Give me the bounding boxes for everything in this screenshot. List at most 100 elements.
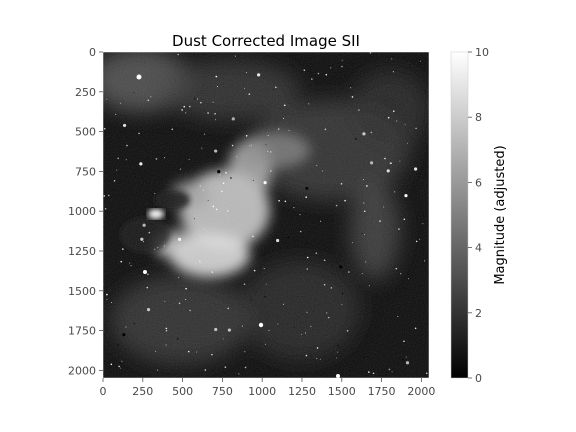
star-point: [234, 55, 236, 57]
star-point: [369, 161, 374, 165]
star-point: [425, 372, 428, 375]
star-point: [245, 134, 248, 137]
star-point: [117, 344, 119, 346]
star-point: [404, 194, 408, 198]
star-point: [283, 104, 286, 107]
y-axis: 0 250 500 750 1000 1250 1500 1750 2000: [68, 46, 103, 377]
star-point: [122, 333, 126, 337]
star-point: [398, 376, 401, 378]
star-point: [163, 245, 165, 247]
x-tick-label: 1750: [368, 385, 396, 398]
star-point: [183, 105, 186, 108]
star-point: [212, 101, 214, 103]
star-point: [362, 132, 366, 136]
star-point: [419, 61, 421, 63]
star-point: [323, 283, 326, 286]
star-point: [217, 170, 221, 174]
bright-star: [143, 270, 147, 274]
star-point: [419, 60, 421, 62]
star-point: [396, 120, 398, 122]
bright-star: [336, 374, 340, 378]
star-point: [265, 144, 267, 146]
star-point: [327, 316, 330, 319]
x-tick-label: 1500: [328, 385, 356, 398]
star-point: [165, 327, 168, 330]
star-point: [330, 287, 333, 289]
star-point: [370, 131, 373, 134]
star-point: [142, 223, 146, 227]
colorbar-tick-label: 4: [475, 242, 482, 255]
chart-title: Dust Corrected Image SII: [172, 32, 360, 50]
star-point: [201, 147, 203, 149]
star-point: [322, 170, 324, 172]
star-point: [106, 299, 108, 301]
star-point: [110, 363, 113, 366]
star-point: [388, 368, 391, 371]
star-point: [243, 283, 246, 286]
star-point: [275, 86, 277, 89]
y-tick-label: 750: [75, 165, 96, 178]
star-point: [405, 356, 407, 358]
star-point: [269, 151, 272, 153]
star-point: [224, 366, 227, 368]
star-point: [337, 351, 339, 353]
star-point: [306, 268, 309, 270]
y-tick-label: 2000: [68, 364, 96, 377]
image-frame: [102, 51, 430, 379]
star-point: [288, 130, 290, 132]
star-point: [230, 177, 232, 179]
star-point: [415, 127, 417, 130]
star-point: [165, 344, 167, 346]
star-point: [341, 65, 343, 68]
star-point: [143, 241, 145, 243]
star-point: [178, 302, 181, 305]
star-point: [402, 359, 404, 361]
star-point: [200, 101, 202, 104]
star-point: [264, 343, 266, 345]
star-point: [165, 329, 168, 332]
star-point: [222, 182, 225, 185]
star-point: [355, 138, 357, 140]
star-point: [335, 204, 338, 207]
star-point: [187, 350, 190, 353]
star-point: [199, 260, 201, 263]
star-point: [315, 252, 318, 254]
star-point: [323, 259, 326, 262]
star-point: [306, 311, 308, 313]
star-point: [120, 260, 123, 263]
star-point: [267, 150, 269, 152]
star-point: [193, 218, 195, 220]
star-point: [305, 332, 307, 334]
star-point: [140, 237, 144, 241]
star-point: [194, 97, 196, 100]
star-point: [146, 286, 149, 289]
star-point: [155, 158, 158, 160]
star-point: [231, 144, 234, 147]
star-point: [350, 87, 352, 89]
star-point: [361, 273, 363, 275]
star-point: [383, 206, 385, 208]
star-point: [138, 132, 140, 135]
star-point: [181, 109, 183, 111]
star-point: [248, 93, 251, 95]
star-point: [422, 223, 424, 225]
star-point: [301, 334, 303, 336]
star-point: [341, 292, 344, 295]
star-point: [253, 269, 256, 272]
star-point: [400, 273, 402, 275]
star-point: [221, 190, 223, 193]
star-point: [157, 246, 159, 248]
star-point: [225, 172, 227, 174]
star-point: [245, 72, 247, 74]
star-point: [399, 160, 401, 162]
star-point: [196, 351, 198, 353]
star-point: [122, 123, 127, 128]
star-point: [148, 231, 151, 234]
star-point: [305, 186, 309, 190]
star-point: [133, 92, 135, 94]
star-point: [231, 117, 235, 121]
noise-texture: [103, 52, 429, 378]
star-point: [156, 369, 158, 371]
star-point: [252, 235, 254, 238]
